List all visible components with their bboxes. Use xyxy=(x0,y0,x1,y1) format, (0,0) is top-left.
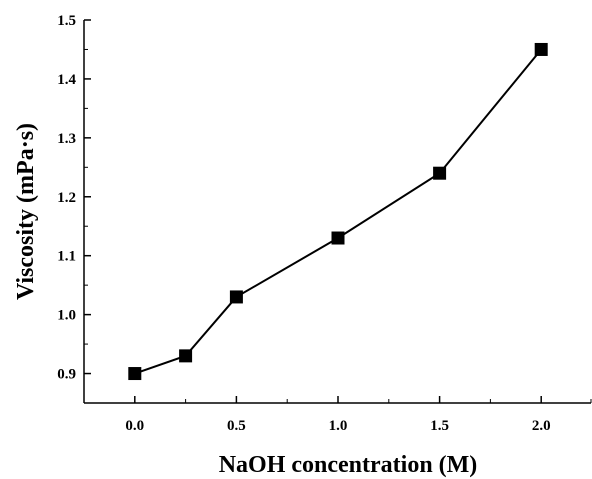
y-tick-label: 1.3 xyxy=(57,131,76,147)
plot-frame xyxy=(83,20,591,404)
data-point-marker xyxy=(128,367,142,381)
y-axis-title: Viscosity (mPa·s) xyxy=(13,123,39,300)
data-point-marker xyxy=(331,231,345,245)
x-tick-label: 2.0 xyxy=(532,418,551,434)
y-tick-label: 1.4 xyxy=(57,72,76,88)
y-ticks: 0.9 1.0 1.1 1.2 1.3 1.4 1.5 xyxy=(57,13,91,383)
series-line xyxy=(134,48,542,375)
data-point-marker xyxy=(229,290,243,304)
x-tick-label: 0.0 xyxy=(125,418,144,434)
x-tick-label: 1.0 xyxy=(329,418,348,434)
x-tick-label: 0.5 xyxy=(227,418,246,434)
y-tick-label: 1.1 xyxy=(57,249,76,265)
data-point-marker xyxy=(433,166,447,180)
data-point-marker xyxy=(534,42,548,56)
y-tick-label: 1.0 xyxy=(57,308,76,324)
y-tick-label: 0.9 xyxy=(57,367,76,383)
x-ticks: 0.0 0.5 1.0 1.5 2.0 xyxy=(83,396,592,434)
y-tick-label: 1.2 xyxy=(57,190,76,206)
x-tick-label: 1.5 xyxy=(430,418,449,434)
y-tick-label: 1.5 xyxy=(57,13,76,29)
series-layer xyxy=(128,42,548,381)
data-point-marker xyxy=(179,349,193,363)
x-axis-title: NaOH concentration (M) xyxy=(219,452,478,478)
